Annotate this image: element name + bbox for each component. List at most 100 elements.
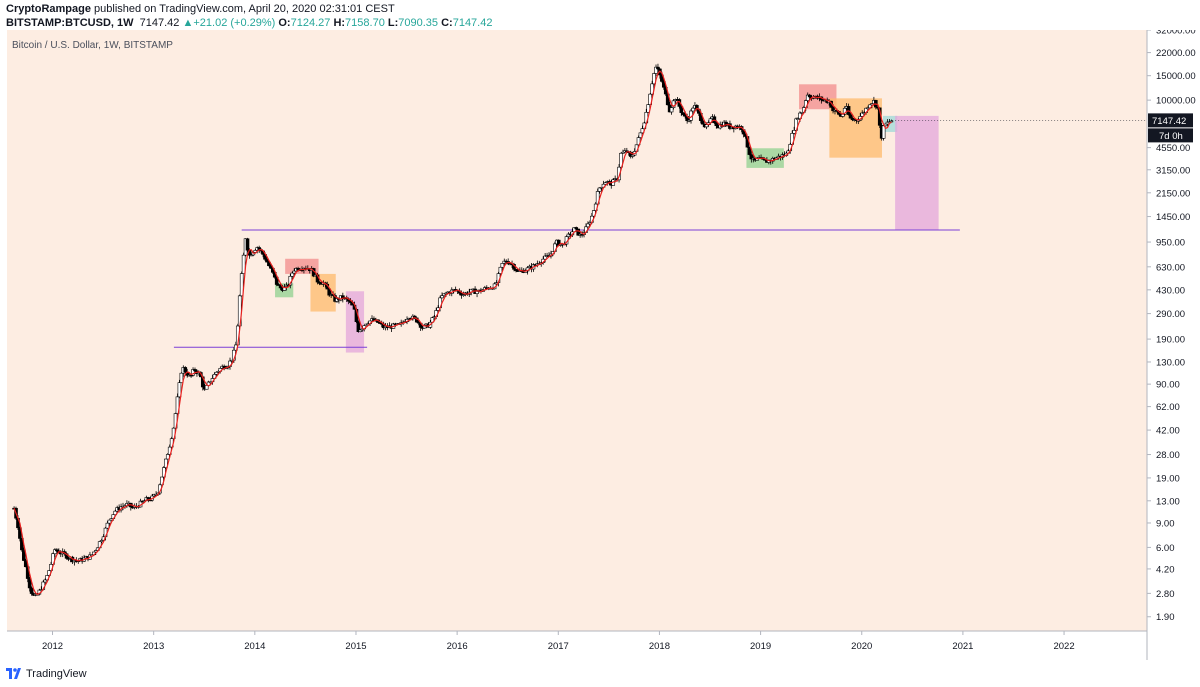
candle-body [53, 549, 57, 555]
annotation-box-green [746, 148, 784, 168]
candle-body [621, 151, 625, 154]
candle-body [204, 385, 209, 390]
candle-body [638, 132, 643, 138]
y-tick-label: 2150.00 [1156, 188, 1190, 199]
candle-body [747, 146, 752, 155]
candle-body [860, 112, 865, 117]
candle-body [105, 522, 110, 529]
y-tick-label: 130.00 [1156, 357, 1185, 368]
candle-body [282, 286, 287, 291]
x-tick-label: 2014 [244, 641, 265, 652]
publish-info: CryptoRampage published on TradingView.c… [6, 3, 395, 15]
chart-title: Bitcoin / U.S. Dollar, 1W, BITSTAMP [12, 40, 173, 51]
candle-body [687, 119, 691, 122]
close-value: 7147.42 [452, 17, 493, 29]
y-tick-label: 90.00 [1156, 380, 1180, 391]
candle-body [848, 114, 853, 119]
candle-body [831, 107, 835, 112]
candle-body [603, 182, 608, 185]
candle-body [586, 223, 590, 228]
candle-body [177, 382, 182, 398]
candle-body [249, 254, 254, 257]
y-tick-label: 15000.00 [1156, 71, 1196, 82]
candle-body [656, 66, 660, 70]
candle-body [27, 578, 32, 589]
candle-body [274, 276, 279, 285]
candle-body [245, 238, 250, 251]
candle-body [459, 292, 464, 296]
candle-body [543, 255, 547, 260]
y-tick-label: 42.00 [1156, 426, 1180, 437]
candle-body [107, 519, 112, 524]
candle-body [681, 112, 686, 115]
candle-body [179, 372, 184, 383]
tradingview-logo-icon[interactable] [6, 667, 21, 680]
y-tick-label: 3150.00 [1156, 165, 1190, 176]
moving-average-line [13, 70, 892, 595]
plot-area[interactable] [7, 30, 1147, 631]
candle-body [576, 228, 581, 236]
y-tick-label: 2.80 [1156, 589, 1175, 600]
low-value: 7090.35 [398, 17, 439, 29]
change-arrow-icon: ▲ [182, 17, 194, 29]
countdown-text: 7d 0h [1159, 131, 1183, 142]
candle-body [22, 549, 26, 561]
annotation-box-orange [829, 98, 882, 158]
candle-body [241, 254, 246, 274]
symbol-label[interactable]: BITSTAMP:BTCUSD, 1W [6, 17, 134, 29]
candle-body [679, 106, 684, 113]
x-tick-label: 2017 [548, 641, 569, 652]
x-tick-label: 2020 [851, 641, 872, 652]
x-tick-label: 2018 [649, 641, 670, 652]
candle-body [66, 558, 71, 560]
candle-body [55, 549, 59, 552]
y-tick-label: 9.00 [1156, 518, 1175, 529]
candle-body [327, 288, 332, 296]
chart-header: CryptoRampage published on TradingView.c… [0, 0, 1200, 30]
y-tick-label: 4550.00 [1156, 143, 1190, 154]
candle-body [514, 269, 518, 271]
candle-body [440, 295, 444, 299]
candle-body [796, 118, 800, 120]
published-text: published on TradingView.com, April 20, … [94, 3, 395, 15]
y-tick-label: 19.00 [1156, 473, 1180, 484]
y-tick-label: 28.00 [1156, 450, 1180, 461]
tradingview-brand[interactable]: TradingView [26, 668, 87, 680]
last-price-marker: 7147.42 7d 0h [892, 113, 1193, 143]
y-tick-label: 1450.00 [1156, 212, 1190, 223]
candle-body [881, 125, 886, 139]
candle-body [290, 272, 295, 277]
candle-body [805, 94, 810, 101]
moving-average-path [13, 70, 892, 595]
price-chart[interactable]: Bitcoin / U.S. Dollar, 1W, BITSTAMP 3200… [0, 30, 1200, 660]
last-price-badge [1148, 113, 1193, 128]
y-tick-label: 430.00 [1156, 285, 1185, 296]
time-axis[interactable] [7, 631, 1147, 660]
candle-body [619, 152, 623, 168]
publisher-name[interactable]: CryptoRampage [6, 3, 91, 15]
y-tick-label: 6.00 [1156, 543, 1175, 554]
candle-body [239, 273, 244, 297]
last-price-text: 7147.42 [1152, 116, 1186, 127]
x-axis-ticks: 2012 2013 2014 2015 2016 2017 2018 2019 2020 2021… [42, 631, 1075, 652]
y-tick-label: 22000.00 [1156, 48, 1196, 59]
candle-body [654, 66, 658, 74]
candle-body [356, 321, 361, 333]
y-tick-label: 32000.00 [1156, 30, 1196, 37]
y-tick-label: 4.20 [1156, 564, 1175, 575]
candle-body [714, 122, 719, 127]
footer: TradingView [0, 660, 1200, 687]
annotation-box-pink [895, 115, 939, 231]
candle-body [358, 329, 363, 333]
candle-body [29, 587, 34, 594]
y-tick-label: 290.00 [1156, 309, 1185, 320]
low-label: L: [387, 17, 399, 29]
y-tick-label: 950.00 [1156, 238, 1185, 249]
candle-body [461, 294, 466, 296]
candle-body [566, 233, 571, 237]
candle-body [99, 540, 104, 542]
candle-body [164, 458, 168, 468]
x-tick-label: 2022 [1053, 641, 1074, 652]
y-tick-label: 190.00 [1156, 335, 1185, 346]
y-tick-label: 10000.00 [1156, 96, 1196, 107]
